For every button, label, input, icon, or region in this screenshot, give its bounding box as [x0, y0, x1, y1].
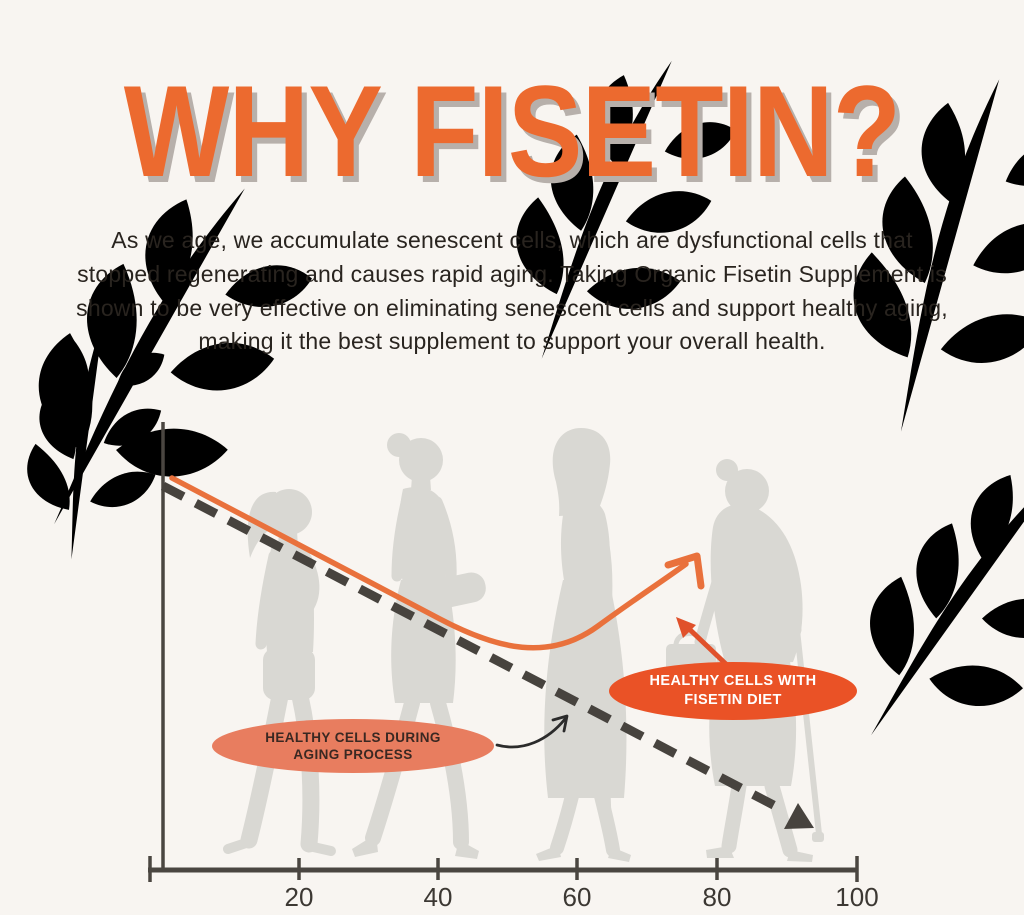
age-silhouettes — [223, 428, 824, 862]
chart-axes — [148, 422, 859, 882]
decline-arrowhead — [784, 803, 814, 829]
fisetin-arrow-shaft — [681, 621, 731, 669]
aging-process-label-text: HEALTHY CELLS DURING AGING PROCESS — [265, 729, 441, 762]
x-tick-80: 80 — [702, 882, 732, 912]
aging-decline-line — [160, 482, 814, 829]
x-axis-ticks — [148, 856, 859, 882]
aging-arrow-shaft — [495, 717, 567, 749]
aging-label-arrow — [495, 714, 569, 749]
fisetin-diet-label: HEALTHY CELLS WITH FISETIN DIET — [609, 662, 857, 720]
fisetin-label-arrow — [676, 617, 731, 669]
cane — [794, 627, 822, 837]
intro-paragraph: As we age, we accumulate senescent cells… — [76, 227, 948, 355]
aging-process-label: HEALTHY CELLS DURING AGING PROCESS — [212, 719, 494, 773]
elderly-woman-silhouette — [666, 459, 824, 862]
x-tick-40: 40 — [423, 882, 453, 912]
fisetin-curve-path — [169, 475, 689, 651]
aging-arrow-head — [551, 714, 569, 733]
page-title: WHY FISETIN? — [123, 58, 901, 204]
x-tick-100: 100 — [835, 882, 879, 912]
fisetin-curve-arrowhead — [664, 552, 705, 590]
dashed-decline-path — [160, 482, 786, 814]
child-girl-silhouette — [223, 489, 336, 856]
fisetin-arrow-head — [676, 617, 696, 638]
fisetin-curve — [169, 475, 705, 651]
x-tick-60: 60 — [562, 882, 592, 912]
fisetin-diet-label-text: HEALTHY CELLS WITH FISETIN DIET — [649, 673, 817, 708]
x-tick-20: 20 — [284, 882, 314, 912]
middle-aged-woman-silhouette — [536, 428, 631, 862]
